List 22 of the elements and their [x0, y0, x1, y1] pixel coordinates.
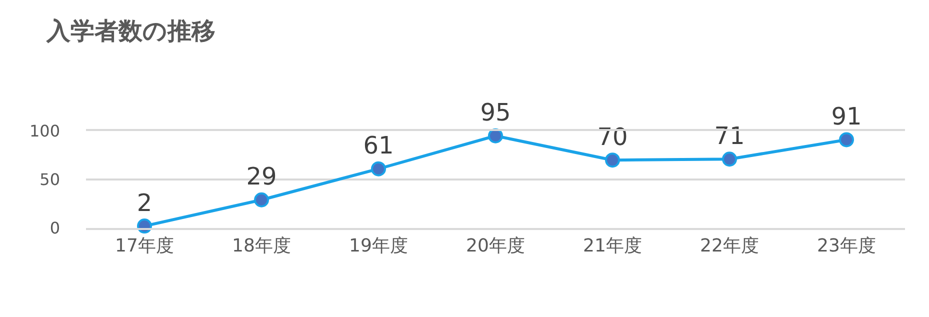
x-tick-label: 23年度	[817, 236, 876, 257]
y-tick-label: 50	[40, 170, 60, 190]
y-tick-label: 0	[50, 218, 60, 238]
data-label: 91	[831, 102, 862, 131]
point	[605, 152, 620, 168]
point	[839, 132, 854, 148]
point	[722, 152, 737, 167]
data-label: 95	[480, 98, 511, 127]
data-label: 29	[246, 162, 277, 191]
chart-title: 入学者数の推移	[45, 16, 216, 45]
x-tick-label: 18年度	[232, 236, 291, 257]
point	[371, 161, 386, 176]
x-tick-label: 22年度	[700, 236, 759, 257]
point	[488, 128, 503, 144]
x-tick-label: 20年度	[466, 236, 525, 257]
x-tick-label: 17年度	[115, 236, 174, 257]
data-label: 2	[136, 188, 152, 217]
y-tick-label: 100	[29, 122, 60, 141]
point	[254, 192, 269, 208]
x-tick-label: 19年度	[349, 236, 408, 257]
data-label: 61	[363, 132, 394, 160]
x-tick-label: 21年度	[583, 236, 642, 257]
